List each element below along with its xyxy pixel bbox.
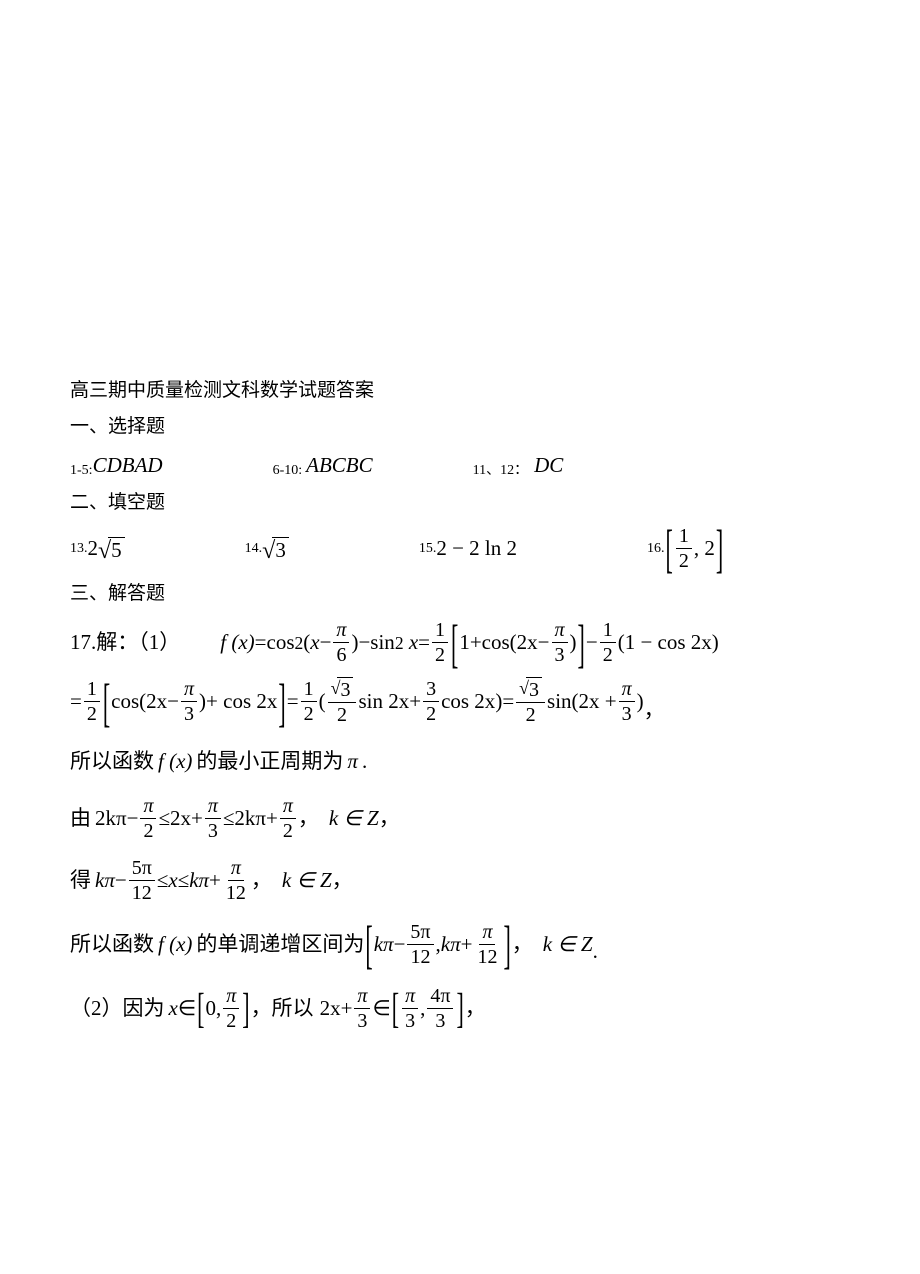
fill-15-value: 2 − 2 ln 2 xyxy=(436,532,517,566)
fill-13-value: 2√5 xyxy=(88,532,125,566)
mc-label-1: 1-5: xyxy=(70,460,93,482)
mc-label-3: 11、12： xyxy=(473,460,528,482)
mc-ans-2: ABCBC xyxy=(306,449,373,483)
section-2-heading: 二、填空题 xyxy=(70,488,850,518)
ineq-2: 得 kπ − 5π12 ≤ x ≤ kπ + π12 ， k ∈ Z ， xyxy=(70,857,850,905)
doc-title: 高三期中质量检测文科数学试题答案 xyxy=(70,376,850,406)
fill-14-label: 14. xyxy=(245,538,263,560)
p17-eq-line-2: = 12 [ cos(2x − π3 ) + cos 2x ] = 12 ( √… xyxy=(70,677,850,727)
section-1-heading: 一、选择题 xyxy=(70,412,850,442)
fill-13-label: 13. xyxy=(70,538,88,560)
section-3-heading: 三、解答题 xyxy=(70,579,850,609)
ineq-1: 由 2kπ − π2 ≤ 2x + π3 ≤ 2kπ + π2 ， k ∈ Z … xyxy=(70,795,850,843)
mc-label-2: 6-10: xyxy=(273,460,303,482)
fill-15-label: 15. xyxy=(419,538,437,560)
fill-16-value: [ 12 , 2 ] xyxy=(665,525,725,573)
monotone-interval: 所以函数 f (x) 的单调递增区间为 [ kπ − 5π12 , kπ + π… xyxy=(70,921,850,969)
mc-answers-row: 1-5: CDBAD 6-10: ABCBC 11、12： DC xyxy=(70,449,850,483)
mc-ans-1: CDBAD xyxy=(93,449,163,483)
p17-eq-line-1: 17.解：（1） f (x) = cos2 (x − π6 ) − sin2 x… xyxy=(70,619,850,667)
part-2-line: （2）因为 x ∈ [ 0, π2 ] ，所以 2x + π3 ∈ [ π3 ,… xyxy=(70,985,850,1033)
fill-answers-row: 13. 2√5 14. √3 15. 2 − 2 ln 2 16. [ 12 ,… xyxy=(70,525,850,573)
fill-16-label: 16. xyxy=(647,538,665,560)
mc-ans-3: DC xyxy=(534,449,563,483)
fill-14-value: √3 xyxy=(262,532,289,566)
period-line: 所以函数 f (x) 的最小正周期为 π . xyxy=(70,745,850,779)
